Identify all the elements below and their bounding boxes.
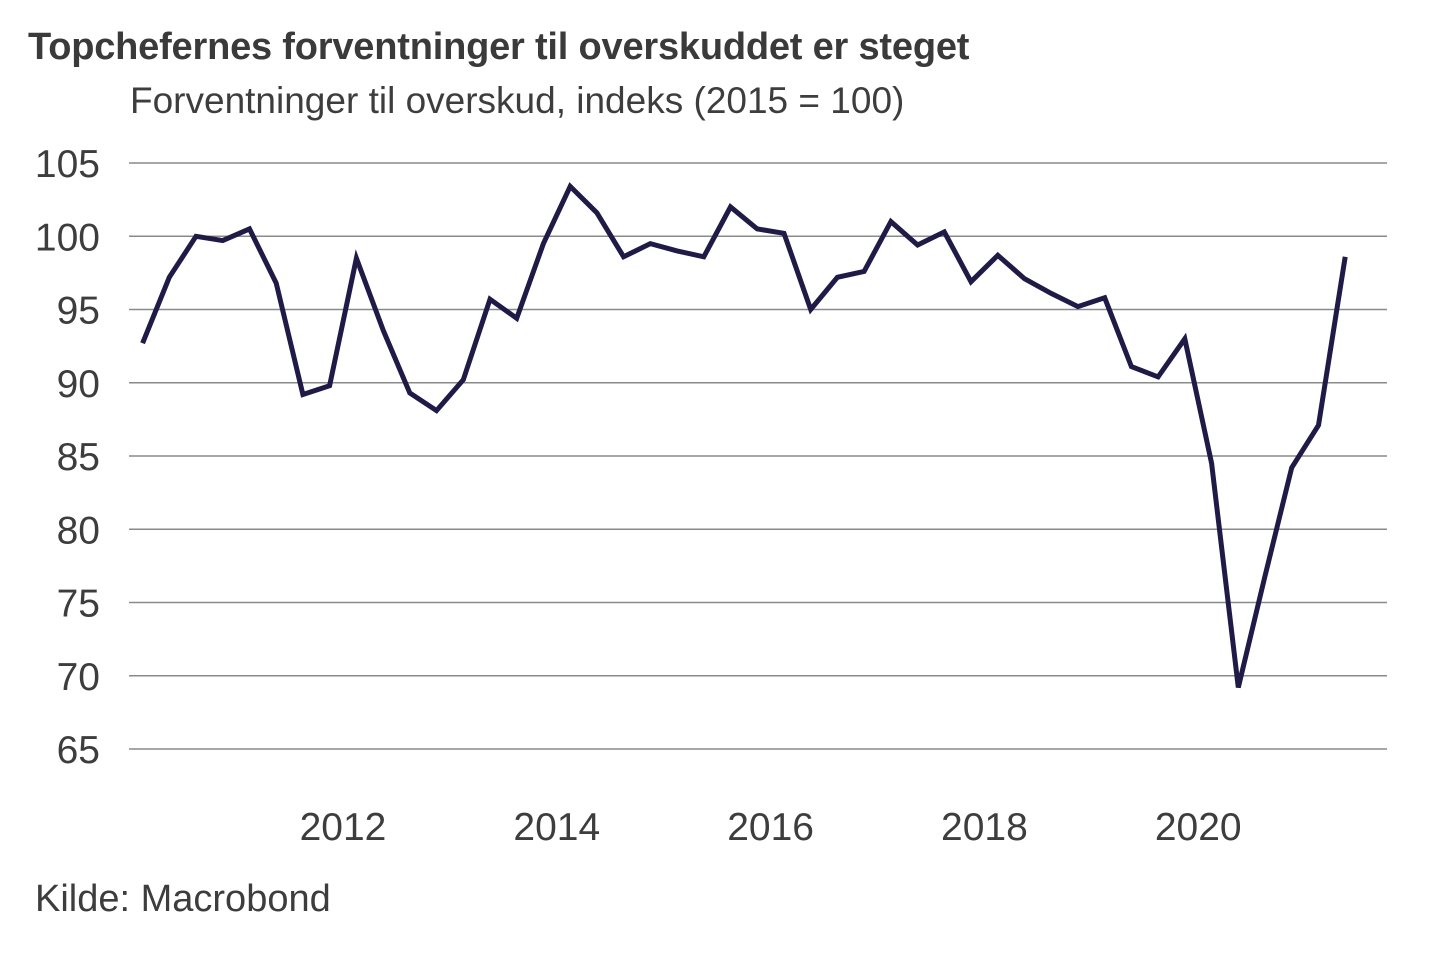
- y-tick-label: 85: [57, 436, 100, 479]
- y-tick-label: 80: [57, 509, 100, 552]
- y-axis-ticks: 105 100 95 90 85 80 75 70 65: [35, 143, 100, 772]
- y-tick-label: 70: [57, 656, 100, 699]
- source-note: Kilde: Macrobond: [35, 878, 331, 920]
- series-line: [140, 182, 1348, 689]
- x-tick-label: 2018: [941, 806, 1028, 849]
- x-tick-label: 2020: [1155, 806, 1242, 849]
- x-tick-label: 2014: [513, 806, 600, 849]
- x-tick-label: 2016: [727, 806, 814, 849]
- y-tick-label: 90: [57, 363, 100, 406]
- series-lines: [140, 182, 1348, 689]
- y-tick-label: 75: [57, 583, 100, 626]
- y-tick-label: 105: [35, 143, 100, 186]
- gridlines: [129, 162, 1387, 750]
- y-tick-label: 95: [57, 290, 100, 333]
- x-tick-label: 2012: [300, 806, 387, 849]
- chart-subtitle: Forventninger til overskud, indeks (2015…: [130, 80, 905, 121]
- y-tick-label: 100: [35, 216, 100, 259]
- y-tick-label: 65: [57, 729, 100, 772]
- x-axis-ticks: 2012 2014 2016 2018 2020: [300, 806, 1242, 849]
- chart-title: Topchefernes forventninger til overskudd…: [28, 26, 970, 68]
